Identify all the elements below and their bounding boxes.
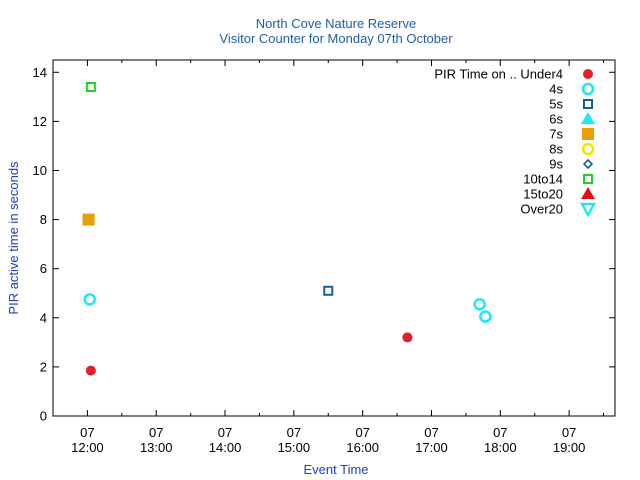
y-tick-label: 12 bbox=[33, 114, 47, 129]
legend-marker-8s bbox=[581, 142, 595, 156]
legend-label: PIR Time on .. Under4 bbox=[434, 67, 563, 82]
legend-label: 4s bbox=[549, 82, 563, 97]
plot-area-frame bbox=[52, 59, 616, 417]
legend-series-name: Under4 bbox=[520, 67, 563, 82]
x-tick-label-time: 14:00 bbox=[209, 440, 242, 455]
y-tick-label: 6 bbox=[40, 261, 47, 276]
legend-marker-7s bbox=[582, 128, 594, 140]
legend-label: 6s bbox=[549, 112, 563, 127]
x-tick-label-day: 07 bbox=[424, 425, 438, 440]
y-axis-label: PIR active time in seconds bbox=[6, 161, 21, 315]
legend-label: 9s bbox=[549, 157, 563, 172]
x-tick-label-day: 07 bbox=[493, 425, 507, 440]
y-axis: 0 2 4 6 8 10 12 14 bbox=[33, 65, 615, 424]
x-tick-label-time: 13:00 bbox=[140, 440, 173, 455]
x-tick-label-time: 19:00 bbox=[553, 440, 586, 455]
legend-marker-4s bbox=[581, 82, 595, 96]
y-tick-label: 10 bbox=[33, 163, 47, 178]
x-axis: 0712:000713:000714:000715:000716:000717:… bbox=[52, 60, 605, 455]
x-tick-label-time: 17:00 bbox=[415, 440, 448, 455]
x-tick-label-time: 15:00 bbox=[278, 440, 311, 455]
y-tick-label: 4 bbox=[40, 310, 47, 325]
y-tick-label: 0 bbox=[40, 409, 47, 424]
legend-title: PIR Time on .. bbox=[434, 67, 520, 82]
chart-title: North Cove Nature Reserve bbox=[256, 16, 416, 31]
data-points bbox=[82, 82, 492, 376]
x-tick-label-time: 16:00 bbox=[346, 440, 379, 455]
legend-label: 10to14 bbox=[523, 172, 563, 187]
legend-label: 5s bbox=[549, 97, 563, 112]
data-point-under4 bbox=[85, 365, 96, 376]
chart-subtitle: Visitor Counter for Monday 07th October bbox=[219, 31, 453, 46]
data-point-4s bbox=[473, 297, 486, 311]
x-tick-label-day: 07 bbox=[149, 425, 163, 440]
data-point-4s bbox=[479, 310, 492, 323]
y-tick-label: 14 bbox=[33, 65, 47, 80]
data-point-10to14 bbox=[85, 82, 96, 93]
legend-marker-6s bbox=[581, 112, 595, 124]
x-tick-label-time: 12:00 bbox=[71, 440, 104, 455]
x-tick-label-time: 18:00 bbox=[484, 440, 517, 455]
legend-marker-15to20 bbox=[581, 187, 595, 199]
legend-marker-under4 bbox=[583, 69, 593, 79]
legend-label: 8s bbox=[549, 142, 563, 157]
legend-label: Over20 bbox=[520, 202, 563, 217]
data-point-4s bbox=[83, 293, 97, 306]
x-tick-label-day: 07 bbox=[287, 425, 301, 440]
x-tick-label-day: 07 bbox=[562, 425, 576, 440]
legend-marker-9s bbox=[582, 158, 594, 170]
x-tick-label-day: 07 bbox=[80, 425, 94, 440]
y-tick-label: 8 bbox=[40, 212, 47, 227]
x-tick-label-day: 07 bbox=[218, 425, 232, 440]
data-point-7s bbox=[82, 213, 95, 226]
data-point-under4 bbox=[402, 332, 413, 343]
legend-label: 15to20 bbox=[523, 187, 563, 202]
x-axis-label: Event Time bbox=[303, 462, 368, 477]
legend-marker-over20 bbox=[579, 202, 597, 218]
legend-marker-10to14 bbox=[583, 174, 593, 184]
legend: PIR Time on .. Under44s5s6s7s8s9s10to141… bbox=[434, 67, 597, 218]
legend-label: 7s bbox=[549, 127, 563, 142]
data-point-5s bbox=[323, 285, 334, 296]
y-tick-label: 2 bbox=[40, 359, 47, 374]
legend-marker-5s bbox=[583, 99, 593, 109]
x-tick-label-day: 07 bbox=[355, 425, 369, 440]
